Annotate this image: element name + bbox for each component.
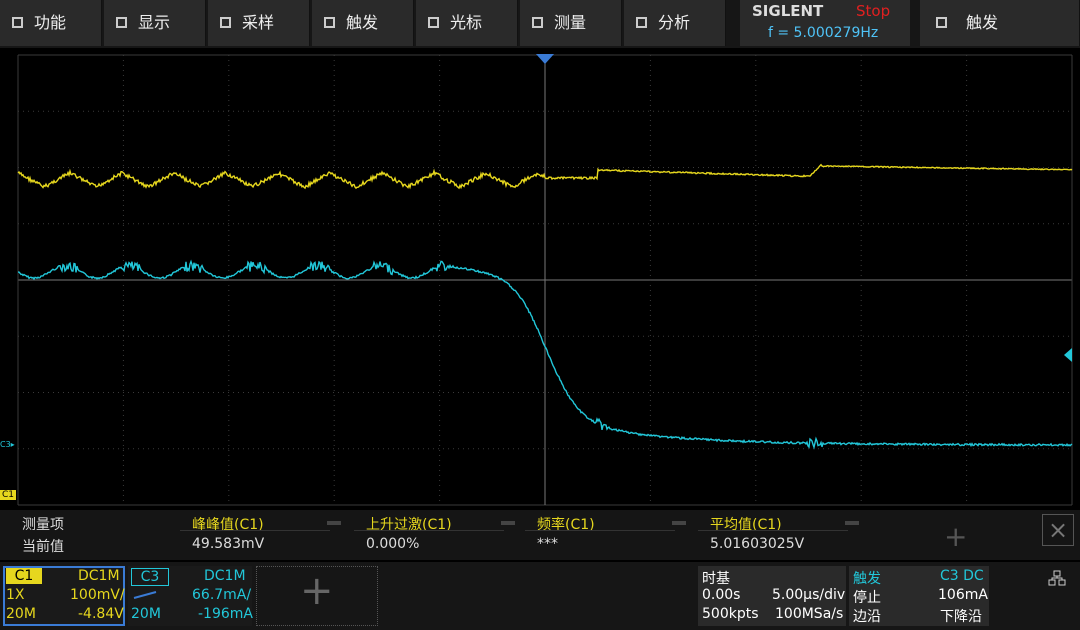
menu-icon xyxy=(116,17,127,28)
menu-label: 采样 xyxy=(242,13,275,32)
menu-label: 分析 xyxy=(658,13,691,32)
menu-item[interactable]: 功能 xyxy=(0,0,102,46)
close-button[interactable]: × xyxy=(1042,514,1074,546)
timebase-box[interactable] xyxy=(698,566,846,626)
c3-marker: C3▸ xyxy=(0,440,15,449)
brand-box xyxy=(740,0,910,46)
network-icon xyxy=(1048,570,1066,586)
c3-bandwidth: 20M xyxy=(131,606,161,622)
timebase-depth: 500kpts xyxy=(702,606,759,622)
c3-probe-icon xyxy=(133,591,157,599)
c1-bandwidth: 20M xyxy=(6,606,36,622)
timebase-delay: 0.00s xyxy=(702,587,741,603)
measure-sep xyxy=(354,516,504,531)
frequency: f = 5.000279Hz xyxy=(768,25,879,41)
c3-offset: -196mA xyxy=(198,606,253,622)
measure-value: 49.583mV xyxy=(192,536,265,552)
add-measure[interactable]: + xyxy=(944,520,968,553)
trigger-position xyxy=(536,54,554,64)
menu-label: 显示 xyxy=(138,13,171,32)
measure-value: *** xyxy=(537,536,558,552)
trigger-source: C3 DC xyxy=(940,568,984,584)
menu-item[interactable]: 采样 xyxy=(208,0,310,46)
menu-label: 测量 xyxy=(554,13,587,32)
c1-probe: 1X xyxy=(6,587,25,603)
menu-icon xyxy=(12,17,23,28)
menu-icon xyxy=(636,17,647,28)
menu-label: 功能 xyxy=(34,13,67,32)
status: Stop xyxy=(856,2,891,20)
add-channel-icon: + xyxy=(300,568,334,614)
c3-trace xyxy=(18,259,1073,450)
trigger-menu[interactable]: 触发 xyxy=(920,0,1080,46)
timebase-scale: 5.00µs/div xyxy=(772,587,846,603)
menu-item[interactable]: 显示 xyxy=(104,0,206,46)
menu-icon xyxy=(220,17,231,28)
trigger-type: 边沿 xyxy=(853,609,881,625)
trigger-title: 触发 xyxy=(853,571,881,587)
measure-tab xyxy=(845,521,859,525)
c1-marker: C1 xyxy=(0,490,17,500)
menu-label: 光标 xyxy=(450,13,483,32)
trigger-menu-label: 触发 xyxy=(966,13,999,32)
menu-item[interactable]: 光标 xyxy=(416,0,518,46)
trigger-box[interactable] xyxy=(849,566,989,626)
c3-box[interactable] xyxy=(128,566,252,626)
measure-tab xyxy=(501,521,515,525)
measure-tab xyxy=(327,521,341,525)
brand: SIGLENT xyxy=(752,2,824,20)
trigger-level: 106mA xyxy=(938,587,988,603)
trigger-level xyxy=(1064,348,1072,362)
measure-header: 上升过激(C1) xyxy=(366,517,452,533)
menu-item[interactable]: 分析 xyxy=(624,0,726,46)
add-channel[interactable] xyxy=(256,566,378,626)
trigger-slope: 下降沿 xyxy=(940,609,982,625)
menu-item[interactable]: 测量 xyxy=(520,0,622,46)
measure-header: 频率(C1) xyxy=(537,517,595,533)
measure-value: 0.000% xyxy=(366,536,420,552)
menu-icon xyxy=(532,17,543,28)
measure-header: 测量项 xyxy=(22,517,64,533)
trigger-state: 停止 xyxy=(853,590,881,606)
c3-coupling: DC1M xyxy=(204,568,246,584)
scope-grid xyxy=(17,54,1073,506)
c3-name: C3 xyxy=(131,568,169,586)
c1-name: C1 xyxy=(6,568,42,584)
measure-sep xyxy=(698,516,848,531)
measure-header: 平均值(C1) xyxy=(710,517,782,533)
c3-scale: 66.7mA/ xyxy=(192,587,252,603)
measure-tab xyxy=(672,521,686,525)
menu-icon xyxy=(324,17,335,28)
timebase-title: 时基 xyxy=(702,571,730,587)
c1-scale: 100mV/ xyxy=(70,587,125,603)
c1-coupling: DC1M xyxy=(78,568,120,584)
menu-label: 触发 xyxy=(346,13,379,32)
c1-offset: -4.84V xyxy=(78,606,124,622)
menu-item[interactable]: 触发 xyxy=(312,0,414,46)
menu-icon xyxy=(428,17,439,28)
measure-value: 5.01603025V xyxy=(710,536,805,552)
timebase-rate: 100MSa/s xyxy=(775,606,844,622)
measure-sep xyxy=(525,516,675,531)
c1-trace xyxy=(17,163,1073,190)
measure-header: 峰峰值(C1) xyxy=(192,517,264,533)
measure-value: 当前值 xyxy=(22,539,64,555)
measure-sep xyxy=(180,516,330,531)
measure-panel xyxy=(0,510,1080,560)
